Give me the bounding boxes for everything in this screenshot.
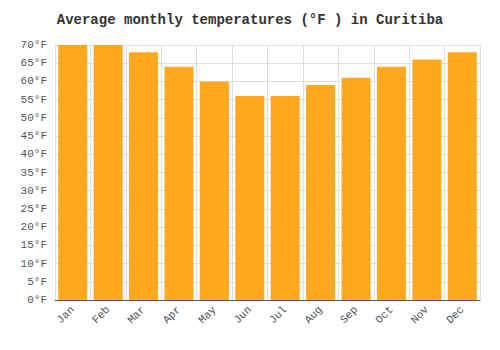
svg-text:Feb: Feb [90,304,112,326]
svg-text:Jun: Jun [232,304,254,326]
svg-text:15°F: 15°F [21,239,47,251]
svg-text:55°F: 55°F [21,94,47,106]
svg-text:10°F: 10°F [21,258,47,270]
svg-text:65°F: 65°F [21,57,47,69]
svg-text:25°F: 25°F [21,203,47,215]
svg-text:5°F: 5°F [27,276,47,288]
svg-text:Sep: Sep [338,304,360,326]
svg-text:Average monthly temperatures (: Average monthly temperatures (°F ) in Cu… [57,12,444,28]
svg-text:Mar: Mar [125,304,147,326]
svg-text:35°F: 35°F [21,167,47,179]
svg-text:Aug: Aug [302,304,324,326]
svg-text:Jul: Jul [267,304,289,326]
svg-text:70°F: 70°F [21,39,47,51]
svg-text:30°F: 30°F [21,185,47,197]
svg-text:Nov: Nov [409,303,432,326]
svg-text:50°F: 50°F [21,112,47,124]
svg-text:20°F: 20°F [21,221,47,233]
svg-text:0°F: 0°F [27,294,47,306]
svg-text:45°F: 45°F [21,130,47,142]
svg-text:Jan: Jan [54,304,76,326]
svg-text:Oct: Oct [373,304,395,326]
svg-text:Apr: Apr [161,304,183,326]
svg-text:40°F: 40°F [21,148,47,160]
svg-text:60°F: 60°F [21,75,47,87]
svg-text:Dec: Dec [444,304,466,326]
svg-text:May: May [196,303,219,326]
